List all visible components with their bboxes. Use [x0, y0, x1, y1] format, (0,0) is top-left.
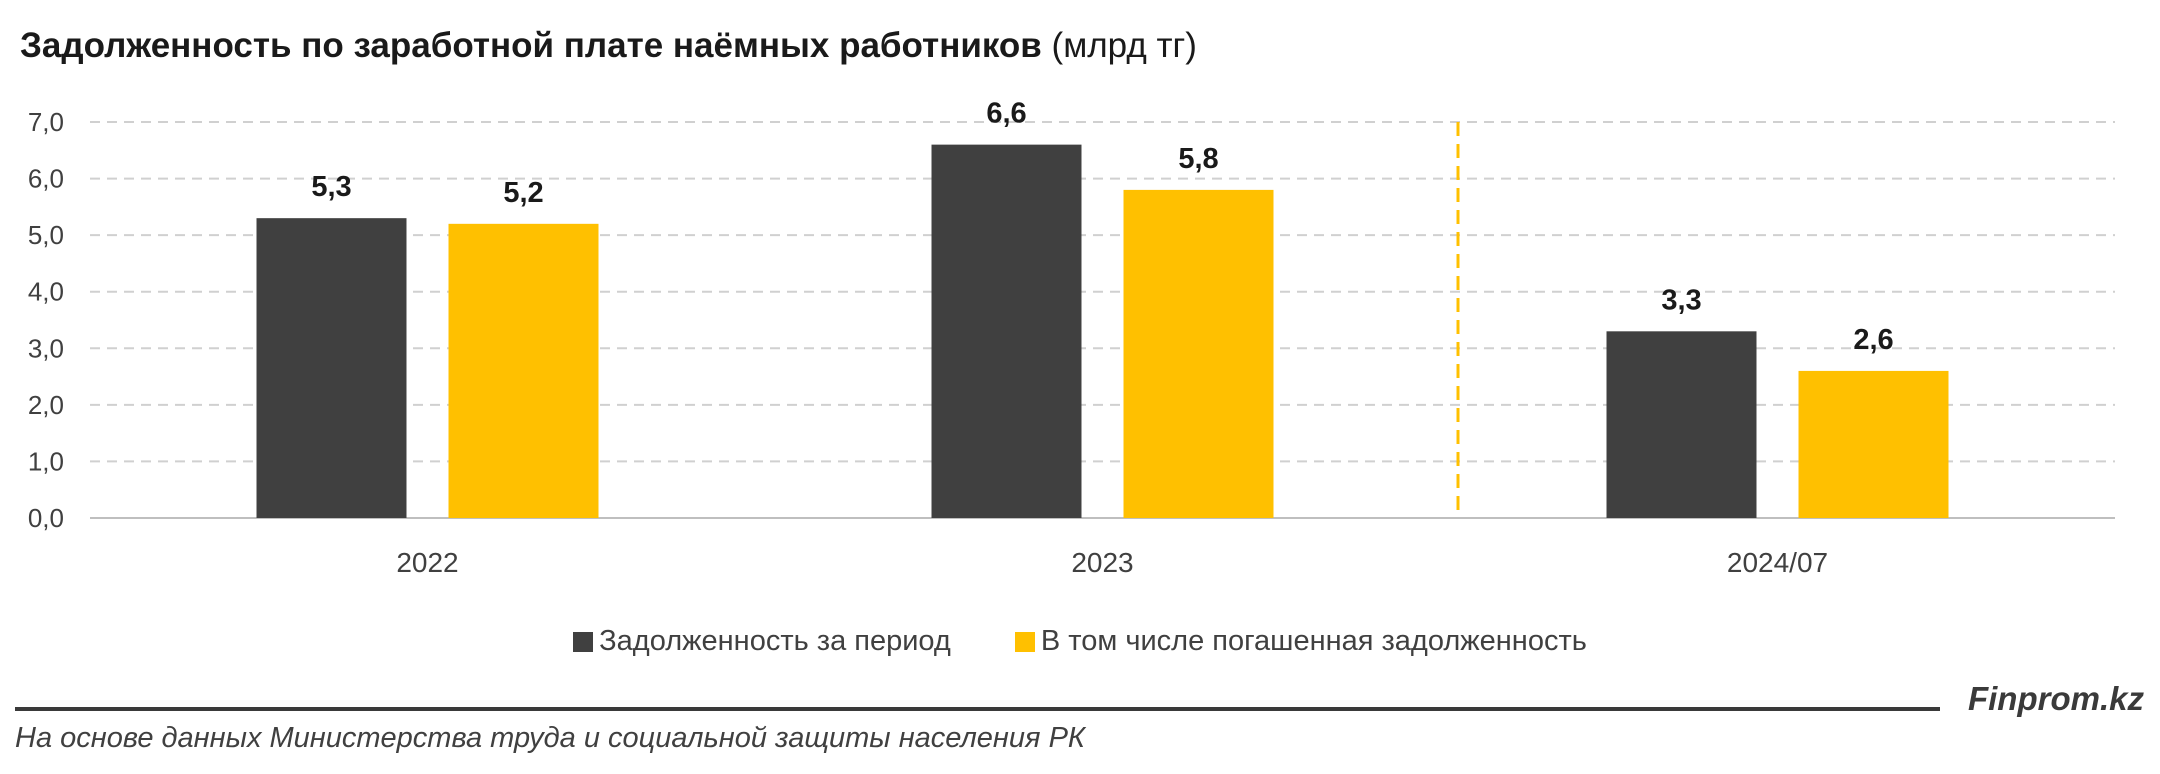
legend-item-debt: Задолженность за период [573, 625, 951, 658]
bar-repaid-1 [1123, 189, 1274, 518]
bar-debt-2 [1606, 331, 1757, 518]
y-tick-label: 5,0 [28, 220, 64, 250]
data-label: 5,2 [503, 177, 543, 209]
legend: Задолженность за период В том числе пога… [0, 624, 2160, 658]
data-label: 5,8 [1178, 143, 1218, 175]
chart-title-unit: (млрд тг) [1051, 26, 1197, 65]
bar-repaid-2 [1798, 370, 1949, 518]
chart-title: Задолженность по заработной плате наёмны… [20, 26, 1197, 66]
legend-swatch-repaid [1014, 631, 1035, 652]
y-tick-label: 1,0 [28, 446, 64, 476]
data-label: 5,3 [311, 171, 351, 203]
data-label: 2,6 [1853, 324, 1893, 356]
data-label: 3,3 [1661, 284, 1701, 316]
source-note: На основе данных Министерства труда и со… [15, 722, 1085, 754]
x-category-label: 2024/07 [1727, 547, 1828, 578]
data-label: 6,6 [986, 98, 1026, 130]
bar-chart: 0,0 1,0 2,0 3,0 4,0 5,0 6,0 7,0 5,3 5,2 2022 6,6 5,8… [28, 98, 2115, 578]
legend-label-debt: Задолженность за период [599, 624, 951, 657]
y-tick-label: 0,0 [28, 503, 64, 533]
legend-swatch-debt [573, 631, 594, 652]
legend-label-repaid: В том числе погашенная задолженность [1040, 624, 1587, 657]
bar-debt-0 [256, 218, 407, 518]
footer-rule [15, 707, 1940, 711]
y-tick-label: 6,0 [28, 164, 64, 194]
brand-logo: Finprom.kz [1967, 680, 2144, 717]
bar-repaid-0 [448, 223, 599, 519]
y-tick-label: 2,0 [28, 390, 64, 420]
bar-debt-1 [931, 144, 1082, 518]
chart-title-main: Задолженность по заработной плате наёмны… [20, 26, 1042, 65]
x-category-label: 2023 [1071, 547, 1133, 578]
y-tick-label: 3,0 [28, 333, 64, 363]
y-tick-label: 7,0 [28, 107, 64, 137]
legend-item-repaid: В том числе погашенная задолженность [1014, 624, 1587, 658]
x-category-label: 2022 [396, 547, 458, 578]
y-tick-label: 4,0 [28, 277, 64, 307]
